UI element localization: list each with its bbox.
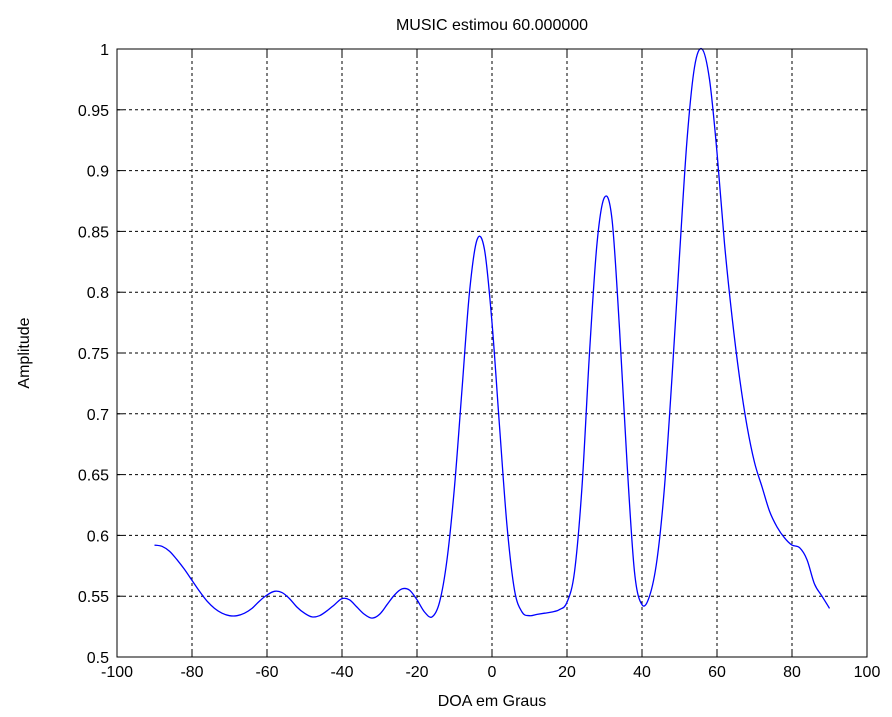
x-tick-label: -80 [180,664,203,681]
chart-title: MUSIC estimou 60.000000 [396,17,588,34]
y-tick-label: 0.65 [78,468,109,485]
y-tick-label: 0.75 [78,346,109,363]
y-axis-label: Amplitude [16,317,33,388]
x-tick-label: 20 [558,664,576,681]
x-tick-label: -100 [101,664,133,681]
x-tick-label: 80 [783,664,801,681]
x-tick-label: -20 [405,664,428,681]
series-layer [154,47,831,619]
x-tick-label: -60 [255,664,278,681]
x-tick-labels: -100 -80 -60 -40 -20 0 20 40 60 80 100 [101,664,880,681]
x-axis-label: DOA em Graus [438,693,546,710]
y-tick-label: 0.7 [87,407,109,424]
x-tick-label: 100 [854,664,881,681]
x-tick-label: -40 [330,664,353,681]
axis-ticks [116,48,868,658]
y-tick-label: 1 [100,42,109,59]
y-tick-label: 0.95 [78,103,109,120]
x-tick-label: 0 [488,664,497,681]
x-tick-label: 60 [708,664,726,681]
y-tick-label: 0.55 [78,589,109,606]
series-line [154,47,831,619]
y-tick-label: 0.85 [78,224,109,241]
x-tick-label: 40 [633,664,651,681]
grid-lines [117,49,867,657]
y-tick-label: 0.8 [87,285,109,302]
y-tick-label: 0.6 [87,528,109,545]
y-tick-labels: 0.5 0.55 0.6 0.65 0.7 0.75 0.8 0.85 0.9 0.95 1 [78,42,109,667]
y-tick-label: 0.5 [87,650,109,667]
plot-frame [116,48,868,658]
y-tick-label: 0.9 [87,164,109,181]
